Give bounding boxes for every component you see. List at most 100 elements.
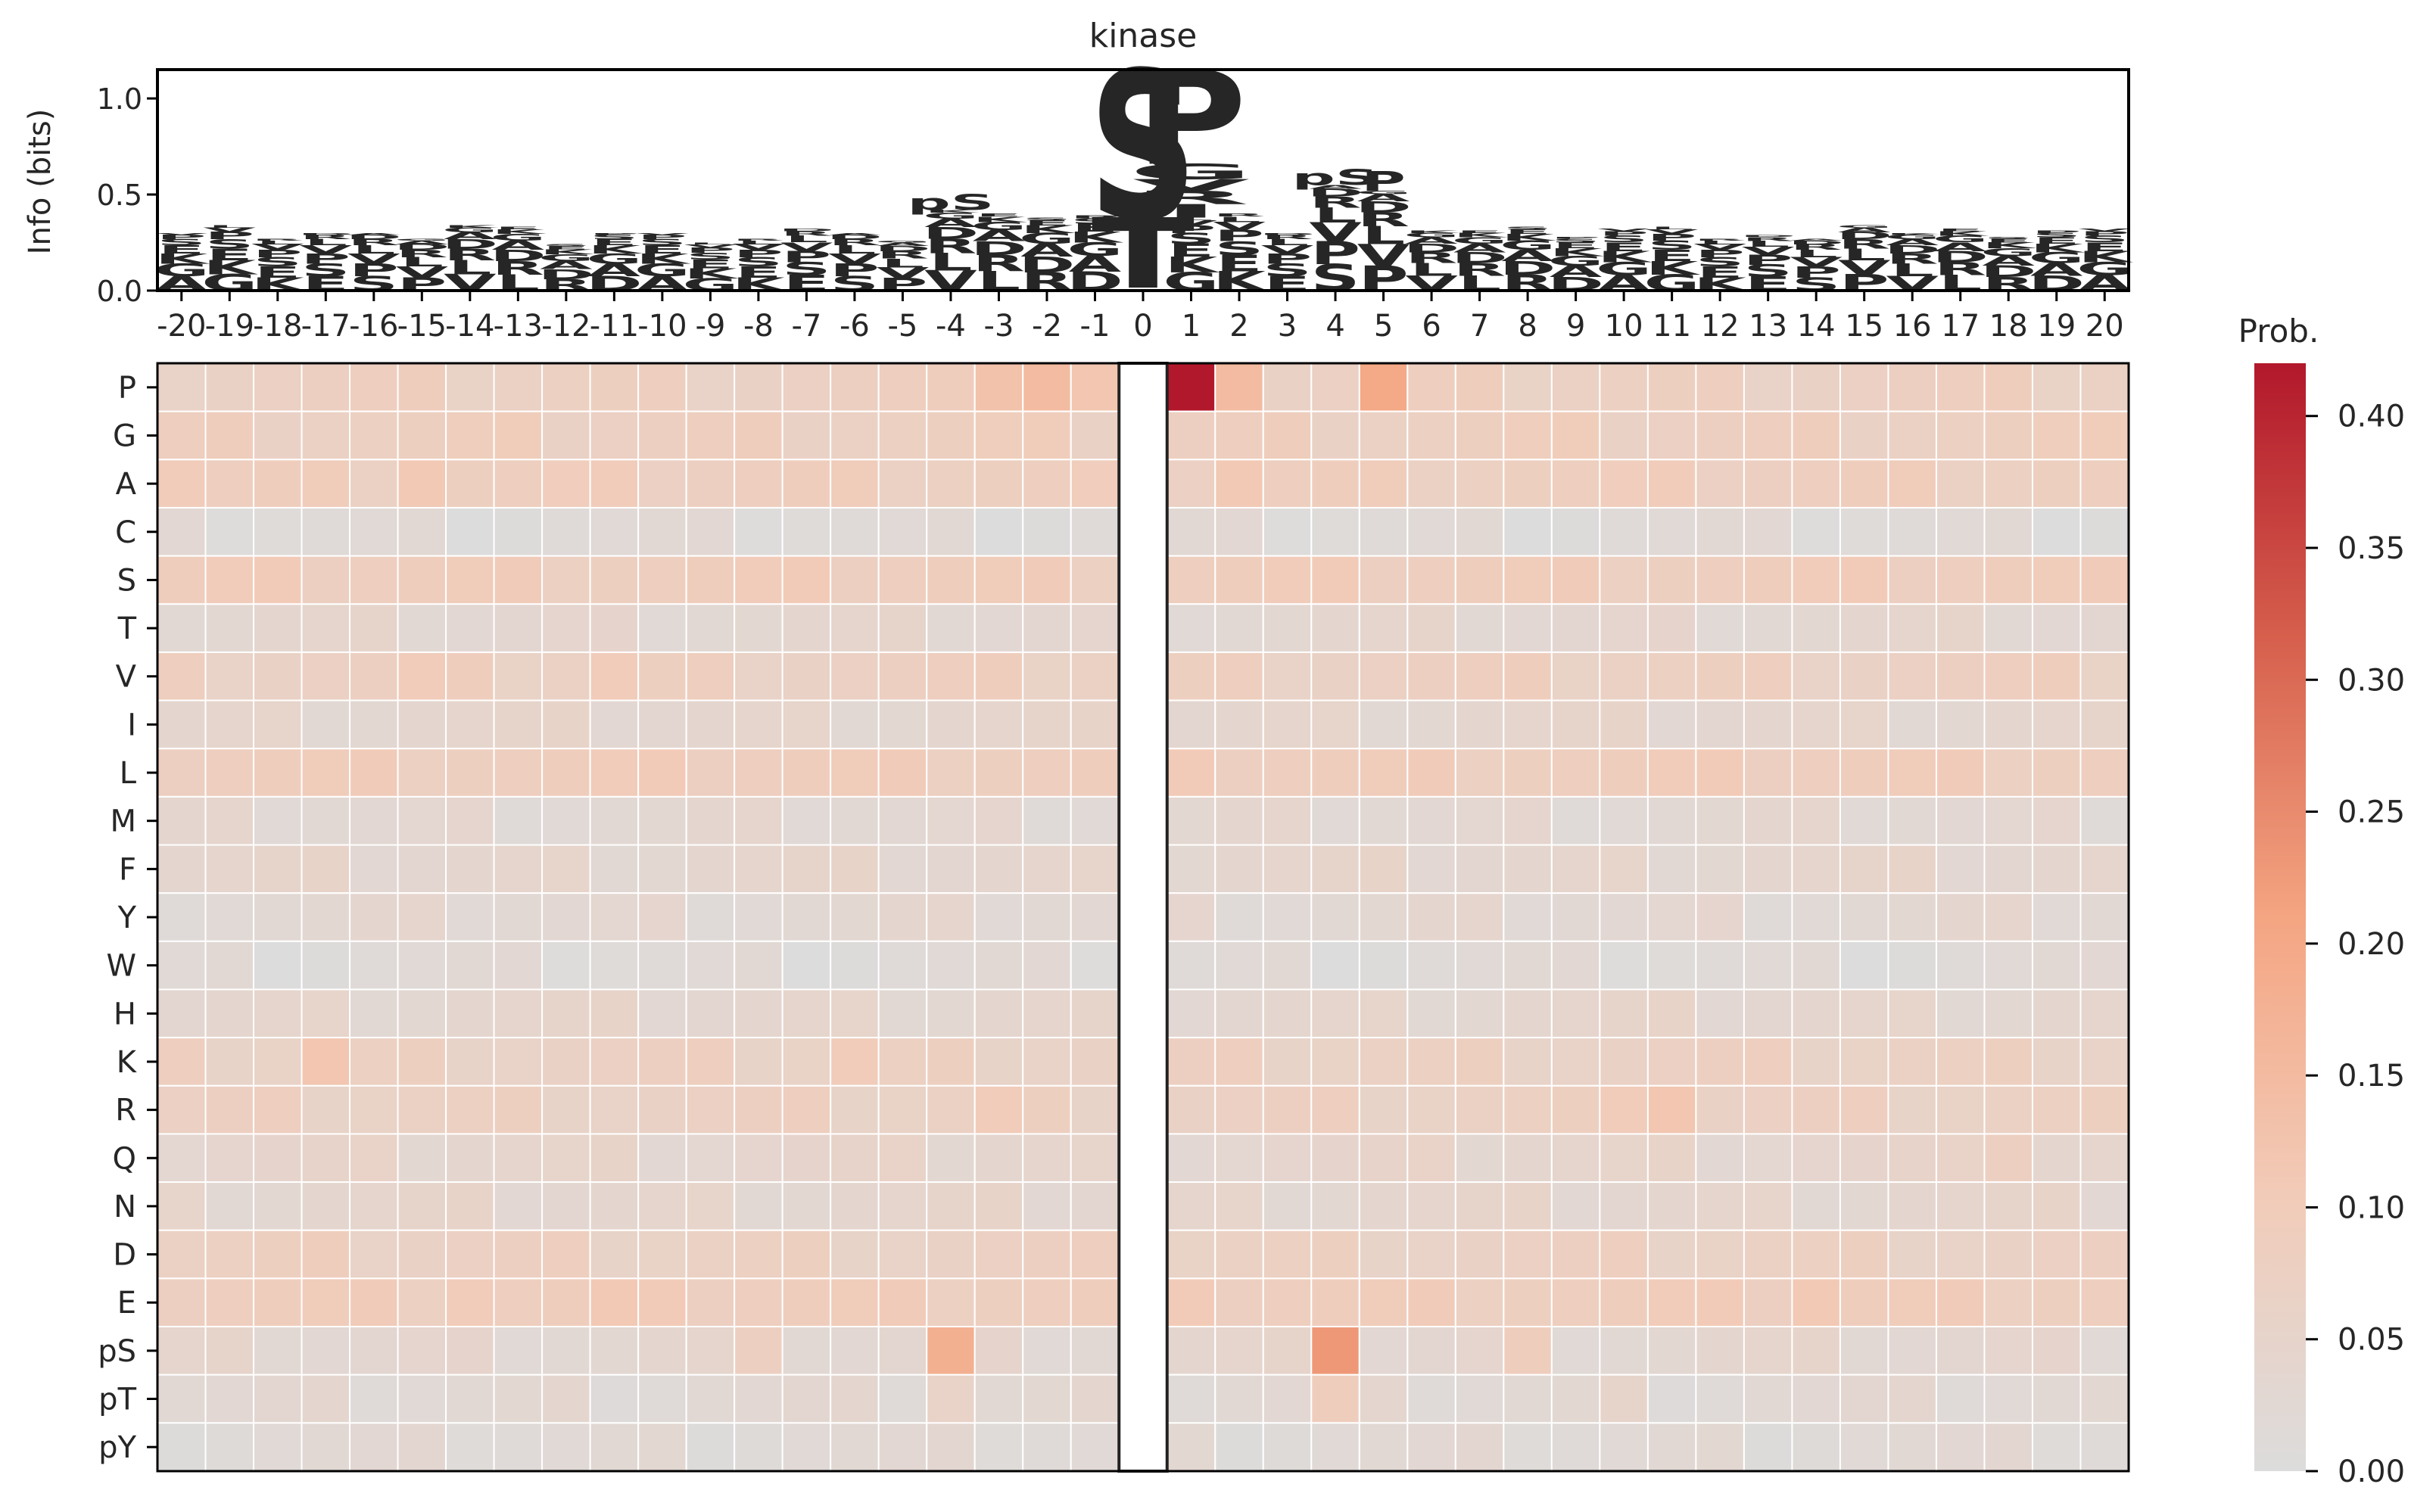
heatmap-cell [1839,988,1889,1039]
heatmap-cell [1646,1277,1697,1328]
heatmap-cell [1983,748,2033,798]
heatmap-cell [2031,988,2082,1039]
heatmap-y-tick-label: M [110,804,136,839]
heatmap-cell [1550,795,1601,846]
heatmap-cell [1214,603,1264,653]
heatmap-cell [1695,1326,1745,1376]
heatmap-cell [926,362,976,412]
logo-letter: V [1790,255,1843,270]
heatmap-cell [1791,1181,1841,1231]
heatmap-cell [1214,1084,1264,1135]
heatmap-cell [1646,362,1697,412]
heatmap-y-tick-label: pS [98,1334,136,1369]
heatmap-cell [685,748,736,798]
logo-letter: pS [1292,165,1379,190]
heatmap-cell [445,1277,495,1328]
heatmap-cell [204,506,255,557]
heatmap-cell [1166,795,1216,846]
heatmap-cell [1791,1326,1841,1376]
heatmap-cell [637,795,687,846]
heatmap-cell [397,1037,447,1087]
heatmap-cell [1743,506,1793,557]
heatmap-cell [1454,988,1505,1039]
heatmap-cell [1406,651,1456,702]
heatmap-cell [1646,1229,1697,1280]
heatmap-cell [1503,1181,1553,1231]
logo-x-tick-label: 10 [1605,309,1643,344]
heatmap-cell [973,459,1024,509]
logo-letter: V [1693,243,1746,252]
heatmap-cell [253,1277,303,1328]
logo-letter: K [444,225,499,229]
heatmap-cell [589,940,640,991]
sequence-logo-panel: kinase Info (bits) AGKESPVGKESPVLKESPVLR… [23,17,2134,344]
logo-letter: A [1550,263,1603,282]
heatmap-cell [253,651,303,702]
heatmap-y-tick-label: C [115,515,136,550]
heatmap-cell [1310,1037,1360,1087]
heatmap-cell [1166,362,1216,412]
heatmap-cell [1454,603,1505,653]
heatmap-cell [1743,892,1793,942]
heatmap-cell [1550,699,1601,750]
heatmap-cell [1935,1084,1986,1135]
heatmap-cell [1935,699,1986,750]
heatmap-cell [1646,603,1697,653]
heatmap-cell [1358,844,1409,894]
heatmap-cell [1983,651,2033,702]
heatmap-cell [445,748,495,798]
heatmap-cells [157,362,2129,1472]
heatmap-cell [1887,988,1937,1039]
heatmap-cell [1022,459,1072,509]
heatmap-cell [1310,940,1360,991]
logo-letter: D [1932,248,1989,266]
logo-letter: E [591,238,637,247]
heatmap-cell [1070,651,1120,702]
heatmap-cell [493,1133,544,1184]
heatmap-cell [1406,603,1456,653]
heatmap-cell [301,1037,351,1087]
logo-x-tick-label: 2 [1229,309,1248,344]
heatmap-cell [1695,459,1745,509]
heatmap-cell [1310,1181,1360,1231]
heatmap-cell [1406,699,1456,750]
heatmap-cell [637,699,687,750]
logo-letter: P [1263,250,1313,267]
logo-letter: G [2029,250,2085,266]
heatmap-cell [397,1422,447,1472]
heatmap-cell [2079,1229,2129,1280]
logo-x-tick-label: -17 [301,309,350,344]
heatmap-cell [1935,844,1986,894]
heatmap-cell [541,410,591,461]
heatmap-cell [1310,1084,1360,1135]
logo-letter: A [1020,240,1073,261]
heatmap-cell [1503,362,1553,412]
heatmap-cell [1695,1277,1745,1328]
logo-x-tick-label: 17 [1941,309,1980,344]
logo-letter: V [1646,229,1699,236]
heatmap-cell [1406,795,1456,846]
heatmap-cell [253,940,303,991]
logo-letter: K [203,257,258,279]
heatmap-cell [1887,748,1937,798]
heatmap-cell [1214,1277,1264,1328]
heatmap-y-tick-label: N [114,1190,136,1224]
heatmap-cell [157,1422,207,1472]
heatmap-cell [445,1084,495,1135]
heatmap-cell [157,892,207,942]
heatmap-cell [349,506,399,557]
heatmap-cell [685,1181,736,1231]
heatmap-cell [397,1326,447,1376]
heatmap-cell [1503,699,1553,750]
colorbar-tick-label: 0.25 [2338,795,2405,830]
logo-letter: P [1070,215,1120,219]
heatmap-cell [1358,1229,1409,1280]
logo-letter: A [1790,238,1843,241]
heatmap-cell [1791,940,1841,991]
heatmap-cell [1166,410,1216,461]
heatmap-cell [1358,1037,1409,1087]
logo-x-tick-label: 18 [1989,309,2028,344]
heatmap-cell [1262,459,1313,509]
heatmap-cell [973,892,1024,942]
